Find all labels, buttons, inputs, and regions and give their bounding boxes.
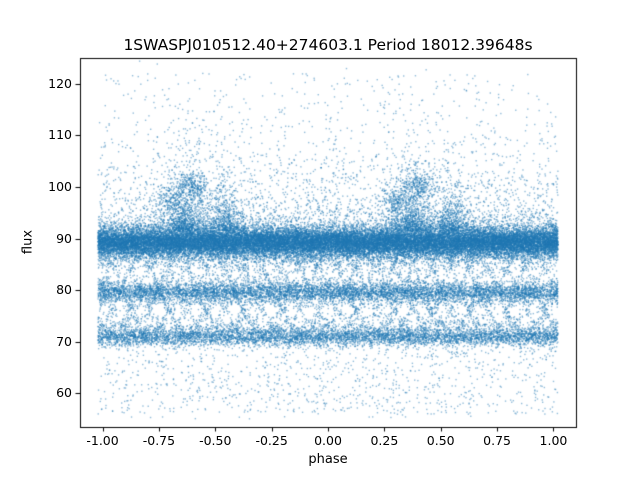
y-tick-label: 100: [48, 179, 72, 195]
x-tick-label: 0.25: [370, 433, 399, 448]
x-tick-label: -0.50: [199, 433, 232, 448]
x-tick-label: 0.75: [483, 433, 511, 448]
x-tick-label: 1.00: [539, 433, 568, 448]
x-tick-label: 0.50: [426, 433, 455, 448]
plot-title: 1SWASPJ010512.40+274603.1 Period 18012.3…: [123, 36, 533, 54]
y-tick-label: 90: [56, 230, 72, 246]
x-tick-label: 0.00: [314, 433, 342, 448]
y-tick-label: 80: [56, 282, 72, 298]
x-tick-label: -1.00: [86, 433, 119, 448]
y-tick-label: 70: [56, 333, 72, 349]
y-tick-label: 120: [48, 75, 72, 91]
y-tick-label: 60: [56, 385, 72, 401]
x-tick-label: -0.25: [255, 433, 288, 448]
y-tick-label: 110: [48, 127, 72, 143]
x-tick-label: -0.75: [142, 433, 176, 448]
x-axis-label: phase: [308, 452, 348, 467]
